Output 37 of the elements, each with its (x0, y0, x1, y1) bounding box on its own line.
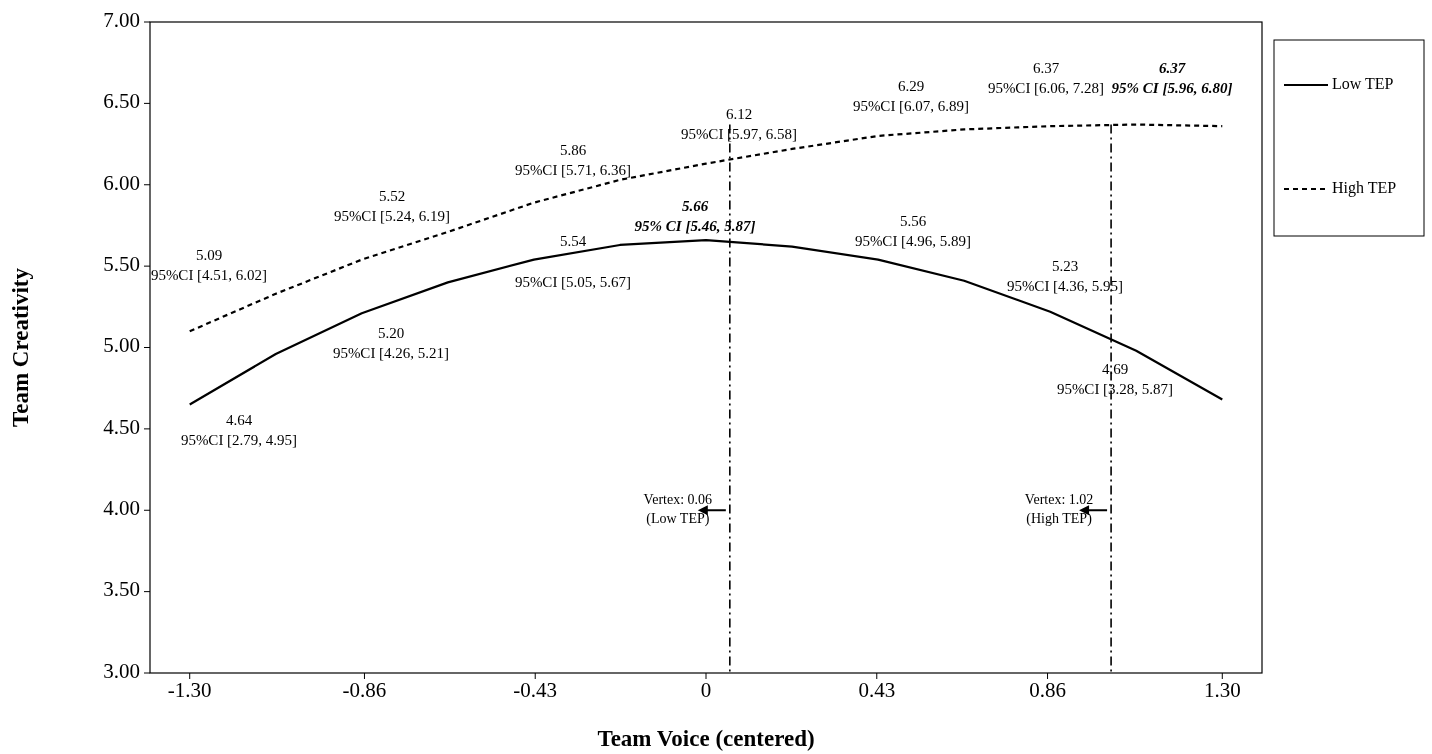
y-tick-label: 3.00 (103, 658, 140, 683)
annotation: 5.52 95%CI [5.24, 6.19] (333, 188, 451, 225)
x-tick-label: -0.43 (513, 678, 558, 702)
x-tick-label: 0.86 (1029, 678, 1066, 702)
x-tick-label: 1.30 (1203, 678, 1241, 702)
annotation: 6.12 95%CI [5.97, 6.58] (680, 106, 798, 143)
annotation: 5.66 95% CI [5.46, 5.87] (634, 198, 756, 235)
ref-line-label: Vertex: 0.06 (Low TEP) (643, 492, 713, 527)
annotation: 5.54 (559, 233, 587, 250)
y-tick-label: 4.00 (103, 496, 140, 521)
legend-label: High TEP (1332, 178, 1397, 197)
annotation: 5.23 95%CI [4.36, 5.95] (1006, 258, 1124, 295)
y-tick-label: 5.00 (103, 333, 140, 358)
x-tick-label: 0 (700, 678, 712, 702)
x-tick-label: 0.43 (858, 678, 896, 702)
y-tick-label: 4.50 (103, 414, 140, 439)
annotation: 5.20 95%CI [4.26, 5.21] (332, 325, 450, 362)
annotation: 5.09 95%CI [4.51, 6.02] (150, 247, 268, 284)
annotation: 6.29 95%CI [6.07, 6.89] (852, 78, 970, 115)
x-tick-label: -1.30 (167, 678, 212, 702)
annotation: 5.56 95%CI [4.96, 5.89] (854, 213, 972, 250)
annotation: 6.37 95%CI [6.06, 7.28] (987, 60, 1105, 97)
annotation: 95%CI [5.05, 5.67] (514, 274, 632, 291)
annotation: 6.37 95% CI [5.96, 6.80] (1111, 60, 1233, 97)
x-axis-title: Team Voice (centered) (597, 726, 815, 751)
y-tick-label: 3.50 (103, 577, 140, 602)
y-tick-label: 6.00 (103, 170, 140, 195)
x-tick-label: -0.86 (342, 678, 387, 702)
y-tick-label: 7.00 (103, 7, 140, 32)
annotation: 5.86 95%CI [5.71, 6.36] (514, 142, 632, 179)
y-tick-label: 5.50 (103, 251, 140, 276)
y-tick-label: 6.50 (103, 89, 140, 114)
ref-line-label: Vertex: 1.02 (High TEP) (1024, 492, 1094, 527)
legend-label: Low TEP (1332, 74, 1394, 92)
annotation: 4.69 95%CI [3.28, 5.87] (1056, 361, 1174, 398)
y-axis-title: Team Creativity (8, 267, 33, 428)
annotation: 4.64 95%CI [2.79, 4.95] (180, 412, 298, 449)
